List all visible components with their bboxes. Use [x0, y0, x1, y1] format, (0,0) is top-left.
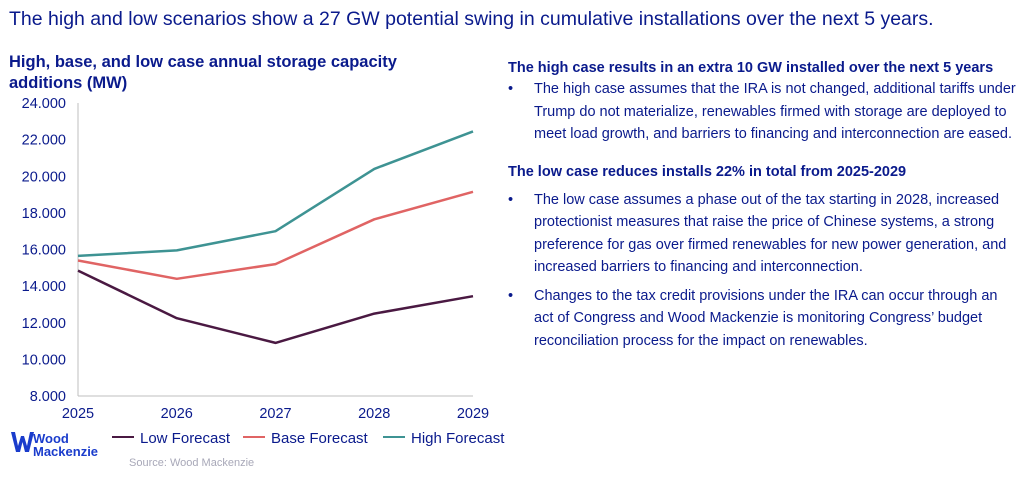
- y-tick-label: 24.000: [22, 96, 66, 112]
- legend-swatch-base: [243, 436, 265, 439]
- section-heading-low: The low case reduces installs 22% in tot…: [508, 163, 907, 180]
- logo-line-1: Wood: [33, 431, 69, 446]
- x-tick-label: 2026: [161, 406, 193, 422]
- y-tick-label: 16.000: [22, 243, 66, 259]
- bullet-text: The high case assumes that the IRA is no…: [534, 81, 1016, 142]
- section-heading-high: The high case results in an extra 10 GW …: [508, 60, 994, 76]
- bullet-dot: •: [508, 287, 514, 304]
- series-line-base: [77, 190, 474, 281]
- series-line-high: [77, 130, 474, 258]
- y-tick-label: 22.000: [22, 133, 66, 149]
- y-tick-label: 20.000: [22, 169, 66, 185]
- headline: The high and low scenarios show a 27 GW …: [9, 8, 934, 30]
- wood-mackenzie-logo-icon: [11, 432, 34, 452]
- bullet-dot: •: [508, 191, 514, 208]
- legend-label-high: High Forecast: [411, 430, 505, 447]
- chart-title: High, base, and low case annual storage …: [9, 53, 397, 92]
- bullet-high-case: • The high case assumes that the IRA is n…: [508, 78, 1018, 146]
- x-tick-label: 2027: [259, 406, 291, 422]
- x-tick-label: 2028: [358, 406, 390, 422]
- y-tick-label: 10.000: [22, 352, 66, 368]
- legend-swatch-low: [112, 436, 134, 439]
- y-tick-label: 14.000: [22, 279, 66, 295]
- commentary-panel: The high case results in an extra 10 GW …: [508, 60, 1018, 352]
- bullet-text: The low case assumes a phase out of the …: [534, 191, 1007, 276]
- legend-swatch-high: [383, 436, 405, 439]
- bullet-dot: •: [508, 81, 514, 97]
- legend-label-low: Low Forecast: [140, 430, 231, 447]
- legend-item-base: Base Forecast: [243, 430, 368, 447]
- line-chart: 8.000 10.000 12.000 14.000 16.000 18.000 20.00…: [22, 96, 489, 422]
- legend-label-base: Base Forecast: [271, 430, 368, 447]
- bullet-text: Changes to the tax credit provisions und…: [534, 287, 998, 349]
- y-tick-label: 12.000: [22, 316, 66, 332]
- logo-line-2: Mackenzie: [33, 444, 99, 459]
- bullet-low-case: • The low case assumes a phase out of the…: [508, 189, 1018, 279]
- series-line-low: [77, 269, 474, 345]
- logo-wordmark: Wood Mackenzie: [33, 432, 98, 458]
- x-tick-label: 2025: [62, 406, 94, 422]
- y-tick-label: 18.000: [22, 206, 66, 222]
- x-tick-label: 2029: [457, 406, 489, 422]
- legend-item-high: High Forecast: [383, 430, 504, 447]
- y-tick-label: 8.000: [30, 389, 66, 405]
- bullet-tax-credit: • Changes to the tax credit provisions un…: [508, 285, 1018, 353]
- source-note: Source: Wood Mackenzie: [129, 457, 255, 469]
- legend-item-low: Low Forecast: [112, 430, 230, 447]
